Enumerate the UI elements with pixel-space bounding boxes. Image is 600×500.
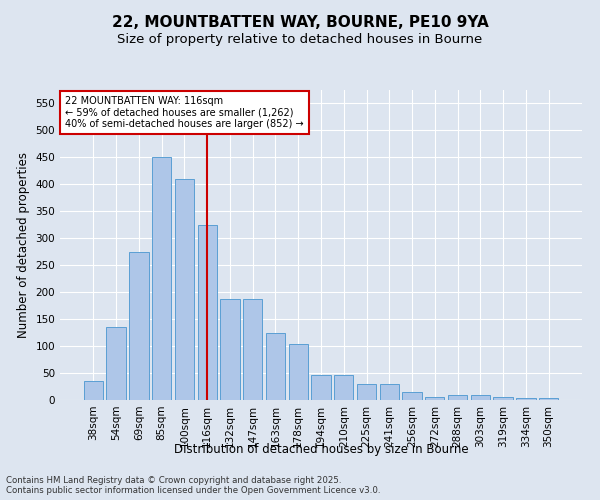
Bar [152, 158, 172, 400]
Bar [539, 398, 558, 400]
Text: Contains HM Land Registry data © Crown copyright and database right 2025.: Contains HM Land Registry data © Crown c… [6, 476, 341, 485]
Bar [289, 344, 308, 400]
Text: Size of property relative to detached houses in Bourne: Size of property relative to detached ho… [118, 32, 482, 46]
Bar [380, 384, 399, 400]
Bar [425, 398, 445, 400]
Bar [129, 252, 149, 400]
Text: Distribution of detached houses by size in Bourne: Distribution of detached houses by size … [173, 442, 469, 456]
Bar [311, 375, 331, 400]
Bar [516, 398, 536, 400]
Bar [220, 298, 239, 400]
Bar [334, 375, 353, 400]
Bar [106, 327, 126, 400]
Bar [266, 332, 285, 400]
Bar [357, 384, 376, 400]
Bar [493, 398, 513, 400]
Bar [197, 225, 217, 400]
Text: 22, MOUNTBATTEN WAY, BOURNE, PE10 9YA: 22, MOUNTBATTEN WAY, BOURNE, PE10 9YA [112, 15, 488, 30]
Bar [470, 394, 490, 400]
Bar [175, 179, 194, 400]
Text: 22 MOUNTBATTEN WAY: 116sqm
← 59% of detached houses are smaller (1,262)
40% of s: 22 MOUNTBATTEN WAY: 116sqm ← 59% of deta… [65, 96, 304, 130]
Bar [448, 395, 467, 400]
Bar [243, 298, 262, 400]
Bar [84, 381, 103, 400]
Text: Contains public sector information licensed under the Open Government Licence v3: Contains public sector information licen… [6, 486, 380, 495]
Y-axis label: Number of detached properties: Number of detached properties [17, 152, 30, 338]
Bar [403, 392, 422, 400]
